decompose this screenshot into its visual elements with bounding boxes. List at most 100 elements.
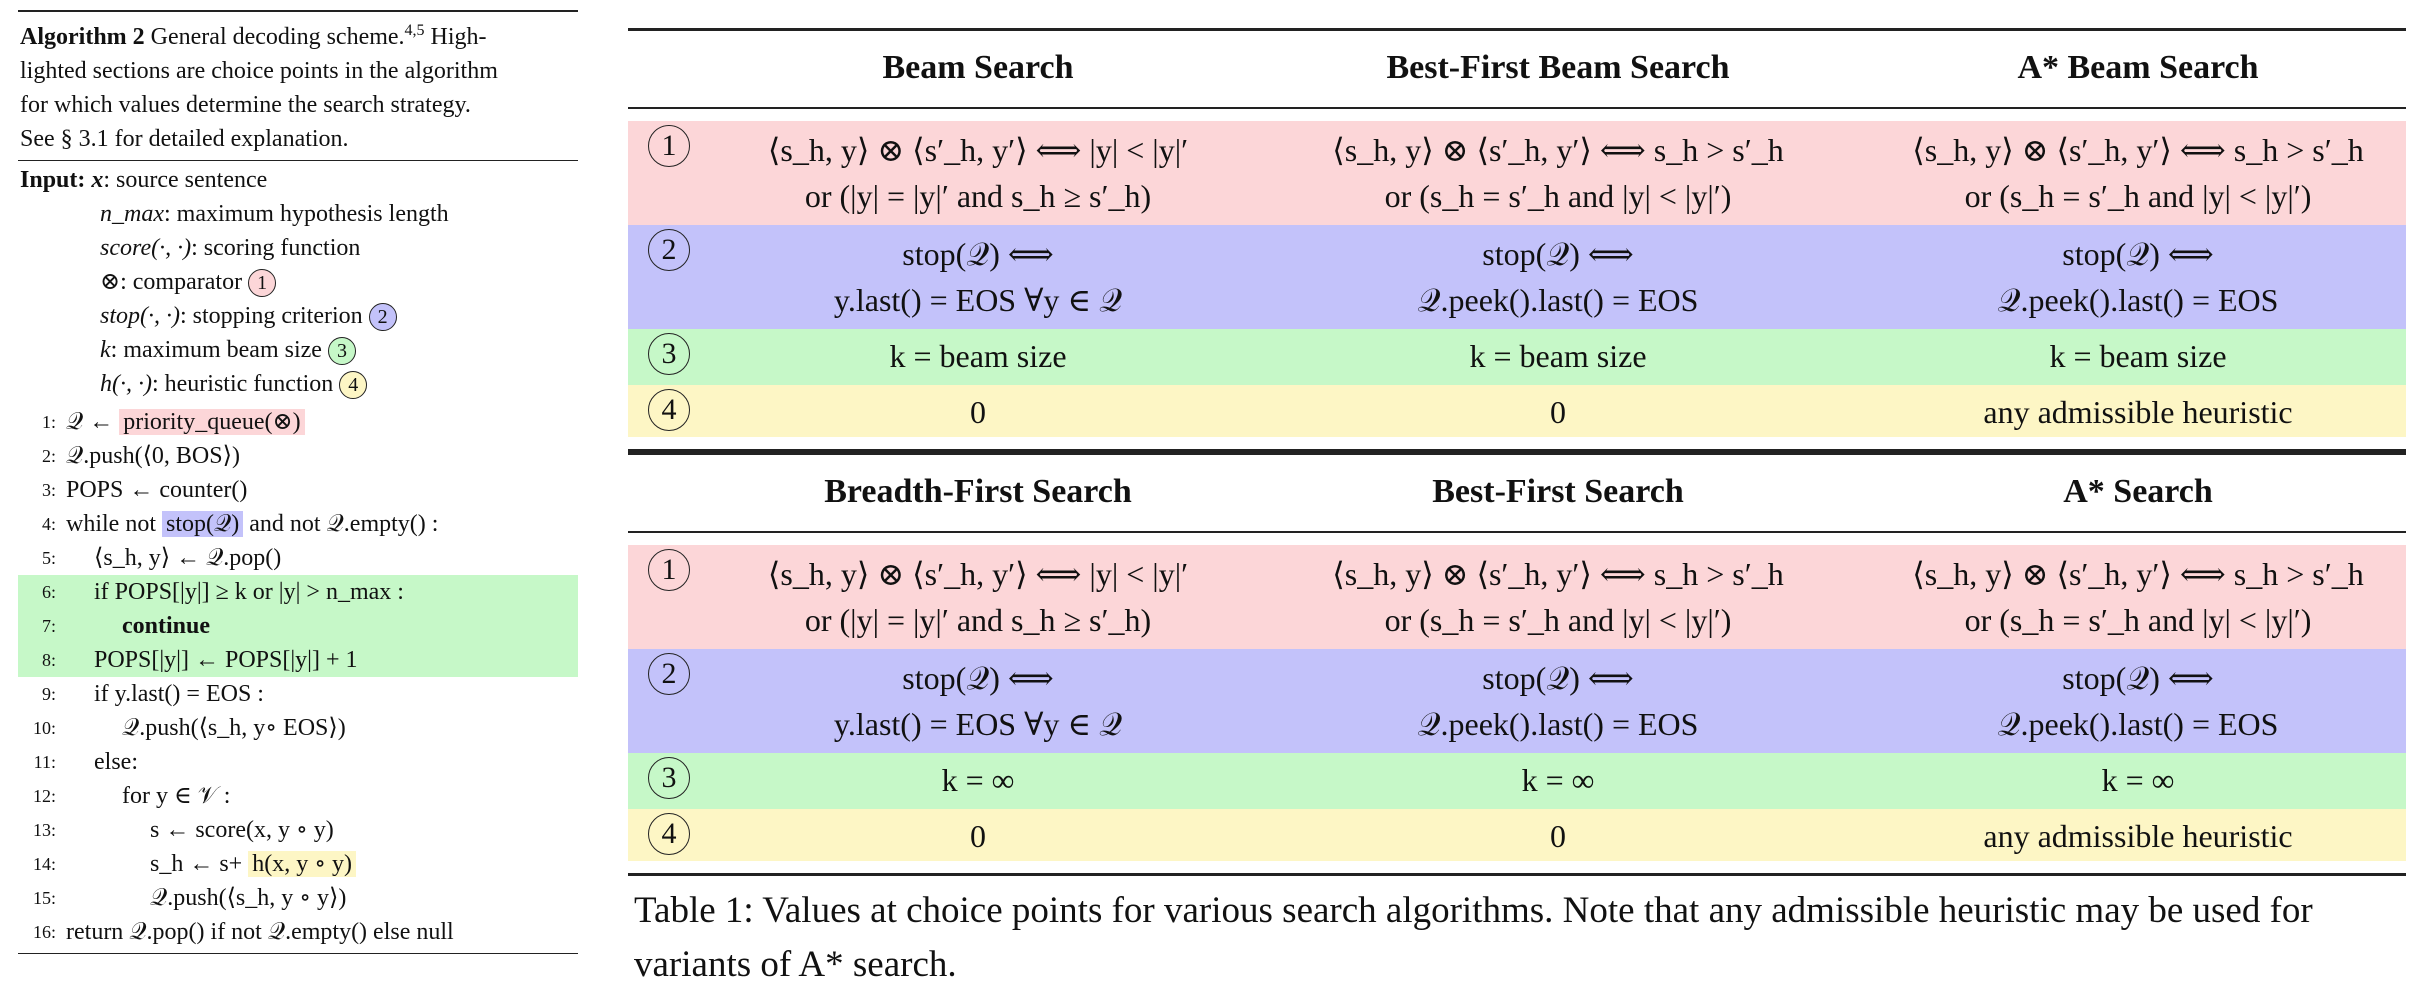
table-cell: ⟨s_h, y⟩ ⊗ ⟨s′_h, y′⟩ ⟺ s_h > s′_h or (s_… (1858, 127, 2418, 219)
cell-line: ⟨s_h, y⟩ ⊗ ⟨s′_h, y′⟩ ⟺ |y| < |y|′ (767, 556, 1189, 592)
cell-line: 0 (1550, 818, 1566, 854)
choice-point-badge: 1 (248, 269, 277, 298)
table-bottom-rule (628, 873, 2406, 876)
table-header-row: Beam Search Best-First Beam Search A* Beam… (628, 31, 2406, 107)
table-cell: any admissible heuristic (1858, 813, 2418, 859)
table-rule (628, 28, 2406, 31)
algorithm-line: 16: return 𝒬.pop() if not 𝒬.empty() else … (18, 915, 578, 949)
algorithm-line: 13: s ← score(x, y ∘ y) (18, 813, 578, 847)
column-header: A* Beam Search (2017, 49, 2259, 86)
line-text: else: (94, 749, 138, 775)
algorithm-bottom-rule (18, 953, 578, 954)
cell-line: stop(𝒬) ⟺ (2062, 660, 2214, 696)
line-text: for y ∈ 𝒱 : (122, 783, 231, 809)
choice-point-row: 1 ⟨s_h, y⟩ ⊗ ⟨s′_h, y′⟩ ⟺ |y| < |y|′ or (|… (628, 545, 2406, 649)
table-cell: 0 (1278, 389, 1838, 435)
line-number: 7: (41, 616, 56, 636)
line-text: s_h ← s+ (150, 851, 249, 877)
table-cell: 0 (698, 813, 1258, 859)
column-header: Beam Search (882, 49, 1074, 86)
algorithm-top-rule (18, 10, 578, 12)
algorithm-line: 9: if y.last() = EOS : (18, 677, 578, 711)
algorithm-line: 15: 𝒬.push(⟨s_h, y ∘ y⟩) (18, 881, 578, 915)
input-description: : comparator (120, 269, 243, 295)
choice-point-tables: Beam Search Best-First Beam Search A* Beam… (628, 28, 2406, 876)
table-cell: k = beam size (1858, 333, 2418, 379)
cell-line: ⟨s_h, y⟩ ⊗ ⟨s′_h, y′⟩ ⟺ s_h > s′_h (1912, 132, 2364, 168)
cell-line: 0 (970, 818, 986, 854)
line-code: 𝒬.push(⟨s_h, y∘ EOS⟩) (122, 711, 346, 745)
input-row: ⊗: comparator 1 (20, 265, 578, 299)
table-header-rule (628, 531, 2406, 533)
choice-point-badge: 4 (648, 389, 690, 431)
line-text: 𝒬.push(⟨s_h, y ∘ y⟩) (150, 885, 347, 911)
choice-point-row: 4 0 0 any admissible heuristic (628, 809, 2406, 861)
table-cell: k = beam size (1278, 333, 1838, 379)
input-description: : stopping criterion (180, 303, 363, 329)
table-cell: stop(𝒬) ⟺ y.last() = EOS ∀y ∈ 𝒬 (698, 231, 1258, 323)
line-text: continue (122, 613, 211, 639)
column-header: Best-First Beam Search (1386, 49, 1730, 86)
cell-line: y.last() = EOS ∀y ∈ 𝒬 (833, 282, 1123, 318)
caption-line-3: for which values determine the search st… (20, 92, 471, 118)
cell-line: k = ∞ (1521, 762, 1595, 798)
algorithm-panel: Algorithm 2 General decoding scheme.4,5 … (18, 10, 578, 954)
cell-line: stop(𝒬) ⟺ (902, 660, 1054, 696)
choice-point-badge: 4 (339, 371, 368, 400)
cell-line: ⟨s_h, y⟩ ⊗ ⟨s′_h, y′⟩ ⟺ |y| < |y|′ (767, 132, 1189, 168)
algorithm-line: 8: POPS[|y|] ← POPS[|y|] + 1 (18, 643, 578, 677)
algorithm-line: 5: ⟨s_h, y⟩ ← 𝒬.pop() (18, 541, 578, 575)
line-text: while not (66, 511, 162, 537)
choice-point-row: 4 0 0 any admissible heuristic (628, 385, 2406, 437)
choice-point-badge: 3 (648, 333, 690, 375)
line-number: 10: (32, 718, 56, 738)
choice-point-badge: 1 (648, 549, 690, 591)
table-cell: 0 (1278, 813, 1838, 859)
choice-point-row: 3 k = beam size k = beam size k = beam size (628, 329, 2406, 385)
line-text: if y.last() = EOS : (94, 681, 264, 707)
line-number: 6: (41, 582, 56, 602)
algorithm-line: 2: 𝒬.push(⟨0, BOS⟩) (18, 439, 578, 473)
table-cell: stop(𝒬) ⟺ 𝒬.peek().last() = EOS (1278, 231, 1838, 323)
cell-line: 𝒬.peek().last() = EOS (1417, 706, 1699, 742)
cell-line: ⟨s_h, y⟩ ⊗ ⟨s′_h, y′⟩ ⟺ s_h > s′_h (1332, 556, 1784, 592)
line-number: 9: (41, 684, 56, 704)
highlighted-choice-point: h(x, y ∘ y) (248, 851, 356, 877)
algorithm-line: 3: POPS ← counter() (18, 473, 578, 507)
cell-line: 0 (1550, 394, 1566, 430)
line-text: POPS[|y|] ← POPS[|y|] + 1 (94, 647, 358, 673)
input-label: Input: (20, 167, 86, 193)
input-description: : maximum beam size (110, 337, 322, 363)
highlighted-choice-point: stop(𝒬) (162, 511, 244, 537)
line-text: 𝒬.push(⟨0, BOS⟩) (66, 443, 240, 469)
table-cell: k = beam size (698, 333, 1258, 379)
table-cell: stop(𝒬) ⟺ 𝒬.peek().last() = EOS (1858, 231, 2418, 323)
table-cell: ⟨s_h, y⟩ ⊗ ⟨s′_h, y′⟩ ⟺ s_h > s′_h or (s_… (1278, 127, 1838, 219)
cell-line: any admissible heuristic (1983, 818, 2293, 854)
line-number: 5: (41, 548, 56, 568)
cell-line: stop(𝒬) ⟺ (902, 236, 1054, 272)
line-text-tail: and not 𝒬.empty() : (243, 511, 439, 537)
algorithm-lines: 1: 𝒬 ← priority_queue(⊗) 2: 𝒬.push(⟨0, BOS⟩… (18, 405, 578, 949)
cell-line: 0 (970, 394, 986, 430)
cell-line: k = beam size (889, 338, 1067, 374)
line-code: if y.last() = EOS : (94, 677, 264, 711)
column-header: Best-First Search (1432, 473, 1684, 510)
input-row: k: maximum beam size 3 (20, 333, 578, 367)
cell-line: or (|y| = |y|′ and s_h ≥ s′_h) (804, 178, 1152, 214)
choice-point-badge: 3 (327, 337, 356, 366)
line-text: 𝒬 ← (66, 409, 120, 435)
algorithm-line: 6: if POPS[|y|] ≥ k or |y| > n_max : (18, 575, 578, 609)
line-number: 11: (33, 752, 56, 772)
table-cell: k = ∞ (1278, 757, 1838, 803)
line-code: POPS ← counter() (66, 473, 247, 507)
table-cell: ⟨s_h, y⟩ ⊗ ⟨s′_h, y′⟩ ⟺ |y| < |y|′ or (|y… (698, 551, 1258, 643)
algorithm-line: 1: 𝒬 ← priority_queue(⊗) (18, 405, 578, 439)
algorithm-line: 4: while not stop(𝒬) and not 𝒬.empty() : (18, 507, 578, 541)
input-symbol: stop(·, ·) (100, 303, 180, 329)
table-cell: 0 (698, 389, 1258, 435)
cell-line: y.last() = EOS ∀y ∈ 𝒬 (833, 706, 1123, 742)
cell-line: stop(𝒬) ⟺ (2062, 236, 2214, 272)
